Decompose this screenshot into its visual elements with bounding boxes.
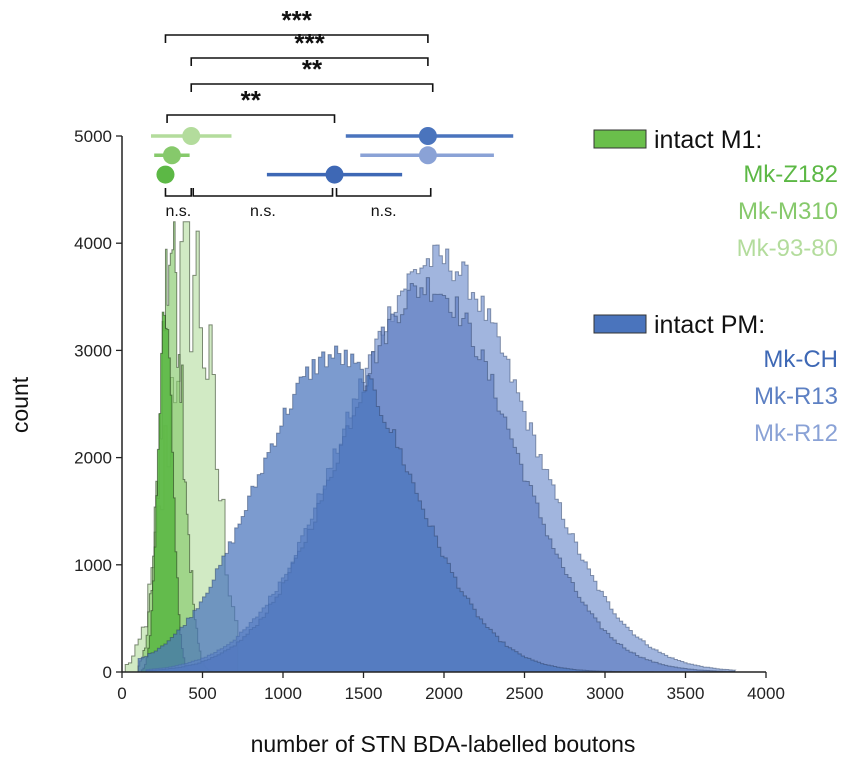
x-tick-label: 3000 (586, 684, 624, 703)
ns-bracket (164, 188, 193, 197)
y-tick-label: 0 (103, 663, 112, 682)
legend-item: Mk-R12 (754, 420, 838, 447)
y-tick-label: 4000 (74, 234, 112, 253)
significance-bracket (166, 114, 336, 123)
x-tick-label: 2000 (425, 684, 463, 703)
legend-item: Mk-CH (763, 346, 838, 373)
legend-item: Mk-Z182 (743, 161, 838, 188)
ns-label: n.s. (250, 203, 276, 220)
legend: intact M1: Mk-Z182 Mk-M310 Mk-93-80 intact P… (593, 126, 838, 447)
y-tick-label: 1000 (74, 556, 112, 575)
y-axis-label: count (7, 376, 33, 433)
ns-label: n.s. (371, 203, 397, 220)
legend-title: intact PM: (654, 311, 765, 339)
summary-point-mk-z182 (156, 165, 175, 184)
legend-title: intact M1: (654, 126, 762, 154)
legend-item: Mk-93-80 (737, 235, 838, 262)
ns-label: n.s. (165, 203, 191, 220)
significance-label: ** (302, 54, 323, 84)
x-tick-label: 0 (117, 684, 126, 703)
significance-bracket (190, 57, 429, 66)
significance-bracket (164, 34, 429, 43)
x-tick-label: 2500 (506, 684, 544, 703)
legend-item: Mk-R13 (754, 383, 838, 410)
significance-brackets: **********n.s. n.s. n.s. (164, 5, 434, 220)
significance-label: *** (282, 5, 313, 35)
x-tick-label: 500 (188, 684, 216, 703)
summary-point-mk-m310 (162, 146, 181, 165)
axes: 0 500 1000 1500 2000 2500 3000 3500 4000 0 1000 200… (74, 127, 785, 703)
summary-point-mk-ch (325, 165, 344, 184)
legend-item: Mk-M310 (738, 198, 838, 225)
summary-point-mk-r12 (418, 146, 437, 165)
ns-bracket (335, 188, 432, 197)
legend-swatch-pm (593, 314, 647, 334)
y-tick-label: 2000 (74, 449, 112, 468)
x-tick-label: 1500 (345, 684, 383, 703)
y-tick-label: 5000 (74, 127, 112, 146)
significance-label: *** (294, 28, 325, 58)
x-tick-label: 1000 (264, 684, 302, 703)
ns-bracket (192, 188, 334, 197)
y-tick-label: 3000 (74, 341, 112, 360)
summary-point-mk-93-80 (182, 127, 201, 145)
x-tick-label: 3500 (667, 684, 705, 703)
x-axis-label: number of STN BDA-labelled boutons (251, 731, 636, 757)
summary-points (150, 127, 514, 184)
legend-swatch-m1 (593, 129, 647, 149)
significance-label: ** (241, 85, 262, 115)
x-tick-label: 4000 (747, 684, 785, 703)
histogram-series-mk-ch (137, 345, 686, 673)
summary-point-mk-r13 (418, 127, 437, 145)
histogram-layer (124, 221, 737, 673)
significance-bracket (190, 83, 434, 92)
